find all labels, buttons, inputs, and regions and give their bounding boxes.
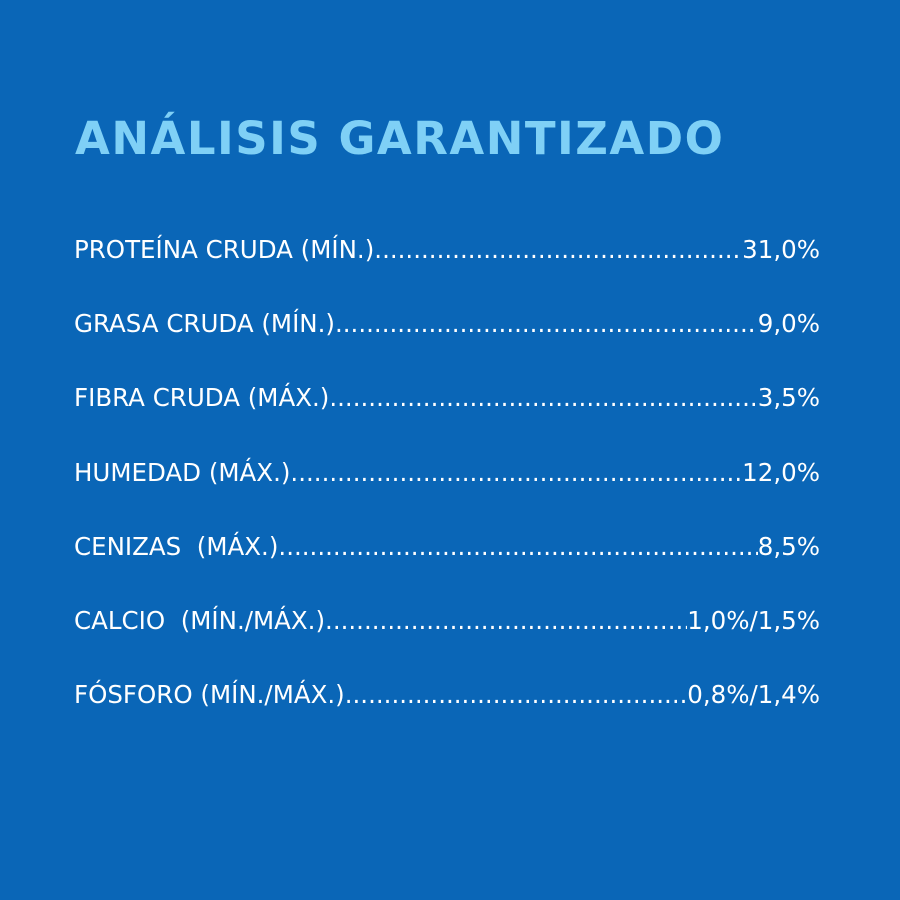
dot-leader xyxy=(325,609,687,634)
row-value: 9,0% xyxy=(757,309,820,339)
page-title: ANÁLISIS GARANTIZADO xyxy=(75,112,725,165)
row-value: 8,5% xyxy=(757,531,820,561)
analysis-row-protein: PROTEÍNA CRUDA (MÍN.) 31,0% xyxy=(74,235,820,312)
row-value: 0,8%/1,4% xyxy=(687,680,820,710)
row-value: 31,0% xyxy=(742,235,820,264)
row-label: CALCIO (MÍN./MÁX.) xyxy=(74,605,326,635)
row-label: FIBRA CRUDA (MÁX.) xyxy=(74,383,330,413)
analysis-row-phosphorus: FÓSFORO (MÍN./MÁX.) 0,8%/1,4% xyxy=(74,683,820,757)
analysis-row-moisture: HUMEDAD (MÁX.) 12,0% xyxy=(74,457,820,535)
dot-leader xyxy=(290,461,742,486)
dot-leader xyxy=(345,683,688,708)
dot-leader xyxy=(329,386,757,411)
dot-leader xyxy=(374,238,742,263)
analysis-row-calcium: CALCIO (MÍN./MÁX.) 1,0%/1,5% xyxy=(74,605,820,683)
analysis-table: PROTEÍNA CRUDA (MÍN.) 31,0% GRASA CRUDA … xyxy=(74,235,820,757)
row-label: HUMEDAD (MÁX.) xyxy=(74,457,291,487)
dot-leader xyxy=(335,312,758,337)
row-value: 1,0%/1,5% xyxy=(687,605,820,635)
dot-leader xyxy=(278,535,757,560)
analysis-row-fiber: FIBRA CRUDA (MÁX.) 3,5% xyxy=(74,386,820,460)
analysis-row-fat: GRASA CRUDA (MÍN.) 9,0% xyxy=(74,312,820,386)
analysis-row-ash: CENIZAS (MÁX.) 8,5% xyxy=(74,531,820,609)
row-label: CENIZAS (MÁX.) xyxy=(74,531,279,561)
row-label: PROTEÍNA CRUDA (MÍN.) xyxy=(74,235,375,264)
row-label: FÓSFORO (MÍN./MÁX.) xyxy=(74,680,345,710)
row-value: 12,0% xyxy=(742,457,820,487)
row-value: 3,5% xyxy=(757,383,820,413)
row-label: GRASA CRUDA (MÍN.) xyxy=(74,309,335,339)
